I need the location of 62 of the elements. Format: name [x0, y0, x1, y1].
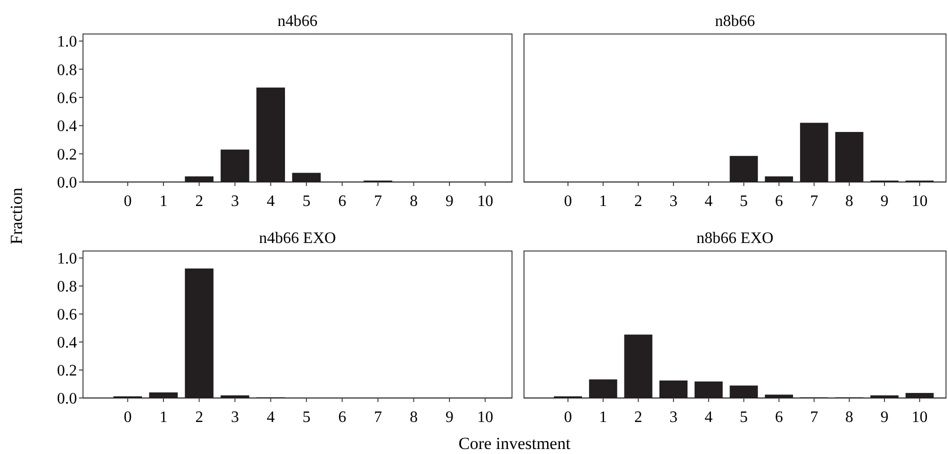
x-tick-label: 4 — [704, 193, 713, 210]
y-tick-label: 0.0 — [57, 390, 77, 408]
x-tick-label: 10 — [912, 409, 928, 426]
x-tick-label: 3 — [669, 409, 678, 426]
x-tick-label: 9 — [880, 409, 888, 426]
y-tick-label: 0.8 — [57, 62, 77, 79]
x-tick-label: 2 — [195, 193, 204, 210]
x-tick-label: 1 — [159, 409, 168, 426]
y-axis-title: Fraction — [7, 187, 26, 244]
x-tick-label: 7 — [810, 193, 818, 210]
x-tick-label: 9 — [880, 193, 888, 210]
x-tick-label: 1 — [599, 409, 608, 426]
x-tick-label: 10 — [912, 193, 928, 210]
x-tick-label: 2 — [195, 409, 204, 426]
y-tick-label: 1.0 — [57, 250, 77, 268]
y-tick-label: 0.0 — [57, 174, 77, 192]
y-tick-label: 0.4 — [57, 334, 77, 352]
chart-title: n4b66 — [278, 13, 318, 30]
chart-title: n4b66 EXO — [259, 230, 336, 247]
x-tick-label: 7 — [374, 409, 382, 426]
x-tick-label: 0 — [124, 409, 132, 426]
y-tick-label: 0.6 — [57, 90, 77, 108]
x-tick-label: 4 — [704, 409, 713, 426]
x-tick-label: 7 — [374, 193, 382, 210]
y-tick-label: 0.6 — [57, 306, 77, 324]
x-axis-title: Core investment — [458, 434, 571, 453]
y-tick-label: 0.8 — [57, 278, 77, 296]
x-tick-label: 8 — [410, 193, 418, 210]
x-tick-label: 0 — [564, 409, 572, 426]
x-tick-label: 5 — [302, 193, 310, 210]
x-tick-label: 9 — [445, 193, 454, 210]
x-tick-label: 4 — [266, 409, 275, 426]
x-tick-label: 6 — [774, 409, 783, 426]
x-tick-label: 6 — [338, 409, 346, 426]
y-tick-label: 0.4 — [57, 118, 77, 136]
x-tick-label: 3 — [230, 193, 239, 210]
x-tick-label: 2 — [634, 193, 642, 210]
x-tick-label: 10 — [477, 409, 494, 426]
x-tick-label: 0 — [124, 193, 132, 210]
y-tick-label: 0.2 — [57, 362, 77, 380]
x-tick-label: 5 — [740, 409, 748, 426]
x-tick-label: 5 — [302, 409, 310, 426]
x-tick-label: 1 — [599, 193, 608, 210]
y-tick-label: 1.0 — [57, 34, 77, 51]
x-tick-label: 4 — [266, 193, 275, 210]
x-tick-label: 9 — [445, 409, 454, 426]
x-tick-label: 7 — [810, 409, 818, 426]
x-tick-label: 8 — [845, 409, 854, 426]
chart-title: n8b66 EXO — [696, 230, 774, 247]
x-tick-label: 6 — [774, 193, 783, 210]
y-tick-label: 0.2 — [57, 146, 77, 164]
x-tick-label: 6 — [338, 193, 346, 210]
x-tick-label: 1 — [159, 193, 168, 210]
chart-title: n8b66 — [715, 13, 755, 30]
x-tick-label: 8 — [410, 409, 418, 426]
x-tick-label: 8 — [845, 193, 854, 210]
x-tick-label: 0 — [564, 193, 572, 210]
x-tick-label: 3 — [669, 193, 678, 210]
x-tick-label: 2 — [634, 409, 642, 426]
x-tick-label: 3 — [230, 409, 239, 426]
x-tick-label: 5 — [740, 193, 748, 210]
x-tick-label: 10 — [477, 193, 494, 210]
